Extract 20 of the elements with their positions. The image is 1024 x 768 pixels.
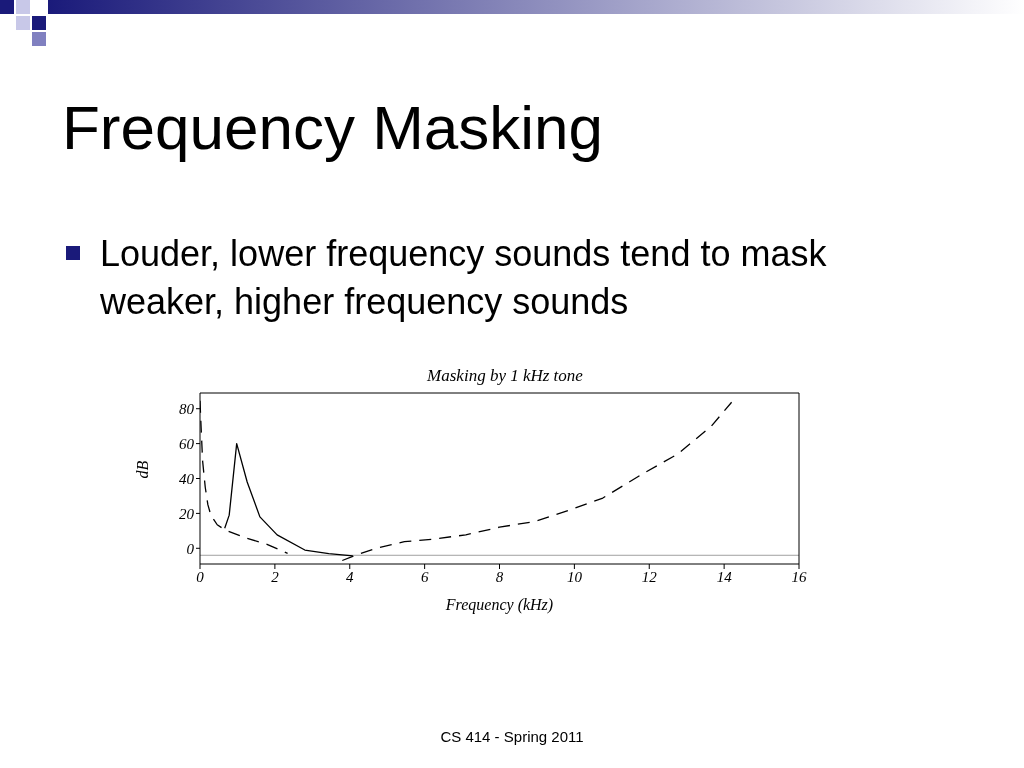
y-tick-label: 0	[186, 540, 195, 557]
line-series	[224, 442, 354, 557]
x-tick-label: 12	[641, 568, 658, 585]
y-axis-title: dB	[133, 460, 151, 479]
text: CS 414 - Spring 2011	[439, 728, 585, 745]
y-tick-label: 60	[179, 435, 195, 452]
x-axis-title: Frequency (kHz)	[444, 596, 554, 614]
x-tick-label: 4	[346, 568, 354, 585]
x-tick-label: 10	[566, 568, 583, 585]
y-tick-label: 40	[179, 470, 195, 487]
text: Frequency Masking	[62, 92, 604, 163]
x-tick-label: 14	[716, 568, 733, 585]
chart-title: Masking by 1 kHz tone	[426, 366, 584, 386]
x-tick-label: 2	[271, 568, 280, 585]
x-tick-label: 6	[420, 568, 429, 585]
text: Louder, lower frequency sounds tend to mask weaker, higher frequency sounds	[100, 232, 828, 324]
x-tick-label: 16	[791, 568, 807, 585]
y-tick-label: 20	[179, 505, 195, 522]
y-tick-label: 80	[179, 401, 195, 418]
x-tick-label: 8	[495, 568, 504, 585]
